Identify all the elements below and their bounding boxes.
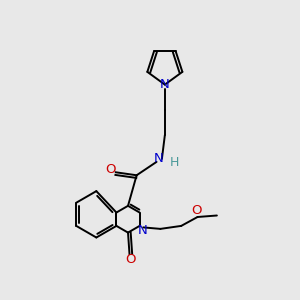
Text: N: N bbox=[138, 224, 147, 237]
Text: H: H bbox=[170, 156, 179, 169]
Text: N: N bbox=[160, 78, 170, 91]
Text: O: O bbox=[191, 204, 201, 217]
Text: O: O bbox=[105, 164, 116, 176]
Text: N: N bbox=[154, 152, 164, 165]
Text: O: O bbox=[126, 254, 136, 266]
